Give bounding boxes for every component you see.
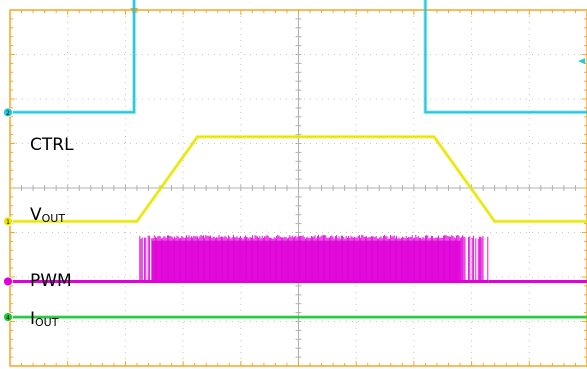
channel-number-ctrl: 2 bbox=[6, 110, 10, 117]
channel-marker-ctrl bbox=[3, 107, 13, 118]
channel-markers: 2 1 4 bbox=[3, 58, 585, 322]
channel-marker-iout bbox=[3, 312, 13, 322]
channel-marker-vout bbox=[3, 216, 13, 227]
waveform-traces bbox=[10, 0, 587, 320]
trace-pwm-burst bbox=[139, 234, 489, 282]
label-pwm: PWM bbox=[30, 271, 72, 291]
label-vout: VOUT bbox=[30, 205, 65, 225]
trace-vout bbox=[10, 135, 587, 223]
label-iout: IOUT bbox=[30, 309, 59, 329]
channel-number-vout: 1 bbox=[6, 219, 10, 226]
trigger-level-marker bbox=[578, 58, 585, 65]
trace-ctrl bbox=[10, 0, 587, 114]
channel-number-iout: 4 bbox=[6, 315, 10, 322]
channel-marker-pwm bbox=[3, 276, 13, 287]
label-ctrl: CTRL bbox=[30, 135, 74, 155]
screen-frame bbox=[9, 8, 587, 367]
